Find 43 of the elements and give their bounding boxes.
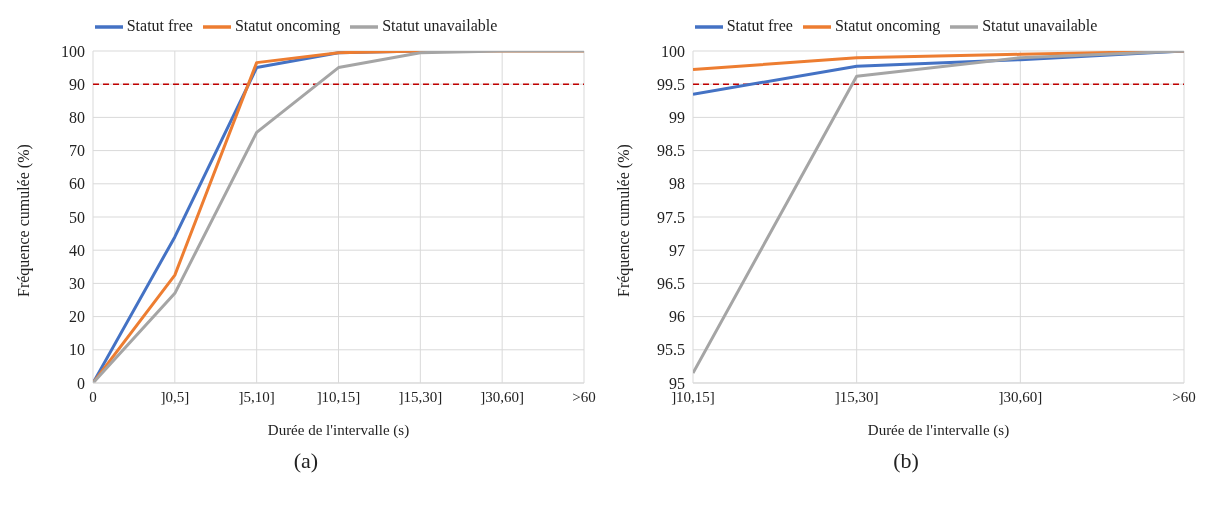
y-tick-label: 100 bbox=[61, 42, 85, 60]
text: (b) bbox=[892, 448, 920, 474]
x-tick-label: ]30,60] bbox=[480, 388, 525, 405]
y-tick-label: 40 bbox=[69, 241, 85, 259]
y-tick-label: 98.5 bbox=[657, 142, 685, 160]
y-tick-label: 70 bbox=[69, 142, 85, 160]
x-tick-label: >60 bbox=[572, 388, 596, 405]
x-tick-label: 0 bbox=[89, 388, 97, 405]
y-tick-label: 97.5 bbox=[657, 208, 685, 226]
y-tick-label: 0 bbox=[77, 374, 85, 392]
y-tick-label: 30 bbox=[69, 275, 85, 293]
y-tick-label: 10 bbox=[69, 341, 85, 359]
x-axis-title: Durée de l'intervalle (s) bbox=[867, 422, 1010, 439]
x-tick-label: ]30,60] bbox=[998, 388, 1043, 405]
y-tick-label: 80 bbox=[69, 109, 85, 127]
legend-label: Statut unavailable bbox=[982, 16, 1098, 34]
y-axis-title: Fréquence cumulée (%) bbox=[614, 144, 633, 297]
y-tick-label: 97 bbox=[669, 241, 685, 259]
y-tick-label: 20 bbox=[69, 308, 85, 326]
x-tick-label: >60 bbox=[1172, 388, 1196, 405]
x-tick-label: ]15,30] bbox=[398, 388, 443, 405]
legend-label: Statut oncoming bbox=[834, 16, 941, 34]
y-tick-label: 95.5 bbox=[657, 341, 685, 359]
x-tick-label: ]5,10] bbox=[238, 388, 275, 405]
y-tick-label: 90 bbox=[69, 75, 85, 93]
legend-label: Statut free bbox=[126, 16, 193, 34]
legend-label: Statut oncoming bbox=[234, 16, 341, 34]
legend-label: Statut free bbox=[726, 16, 793, 34]
y-tick-label: 99.5 bbox=[657, 75, 685, 93]
x-tick-label: ]10,15] bbox=[316, 388, 361, 405]
x-axis-title: Durée de l'intervalle (s) bbox=[267, 422, 410, 439]
y-tick-label: 99 bbox=[669, 109, 685, 127]
y-tick-label: 96.5 bbox=[657, 275, 685, 293]
x-tick-label: ]0,5] bbox=[160, 388, 190, 405]
y-tick-label: 98 bbox=[669, 175, 685, 193]
y-axis-title: Fréquence cumulée (%) bbox=[14, 144, 33, 297]
text: (a) bbox=[292, 448, 320, 474]
x-tick-label: ]15,30] bbox=[834, 388, 879, 405]
legend-label: Statut unavailable bbox=[382, 16, 498, 34]
y-tick-label: 60 bbox=[69, 175, 85, 193]
y-tick-label: 50 bbox=[69, 208, 85, 226]
y-tick-label: 100 bbox=[661, 42, 685, 60]
y-tick-label: 96 bbox=[669, 308, 685, 326]
